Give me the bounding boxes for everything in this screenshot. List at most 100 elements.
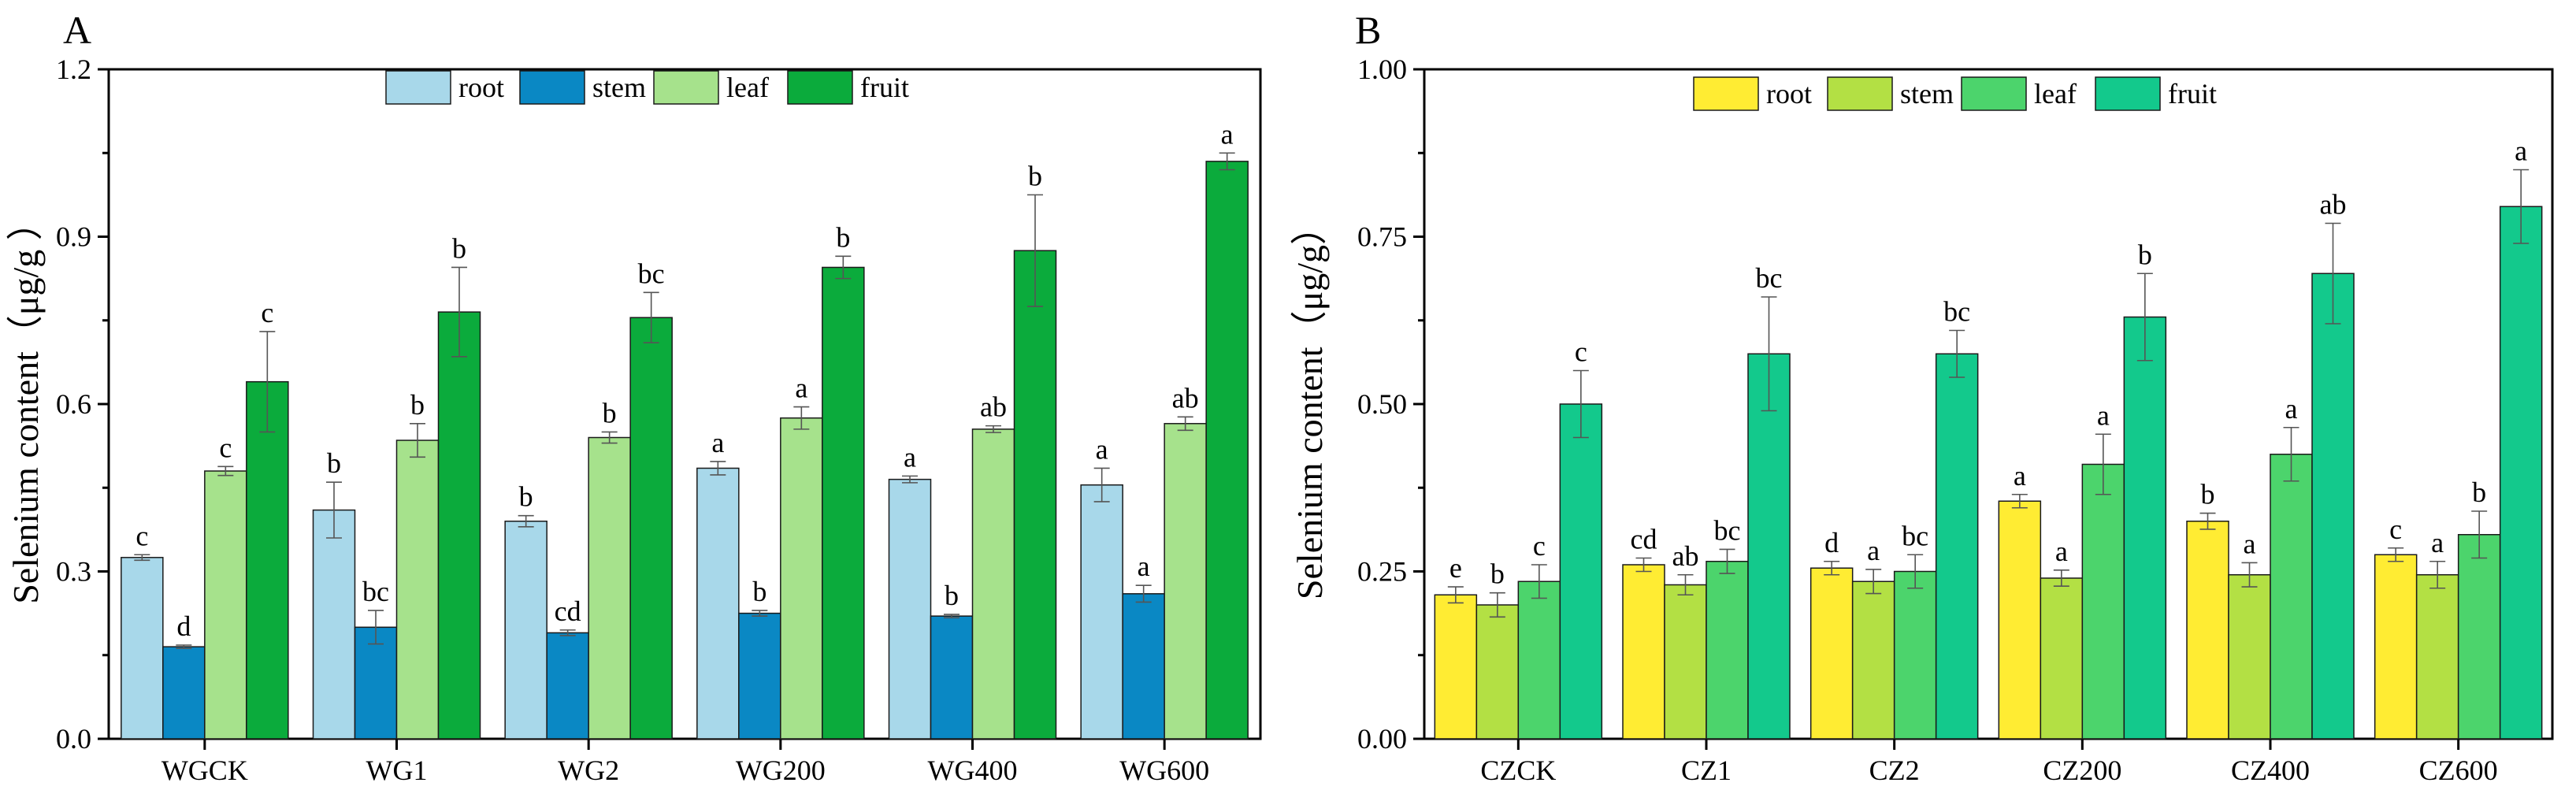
panel-a-significance-letter: a	[1096, 433, 1108, 465]
panel-a-bar-fruit	[1205, 161, 1249, 740]
panel-b-bar-fruit	[1559, 403, 1603, 740]
panel-a-significance-letter: a	[904, 441, 916, 473]
panel-b-legend-label-root: root	[1766, 78, 1812, 109]
panel-a-legend-label-root: root	[458, 72, 504, 103]
panel-b-x-tick-label: CZ400	[2231, 755, 2310, 786]
panel-b-significance-letter: a	[2097, 399, 2110, 431]
panel-b-bar-root	[1622, 564, 1665, 740]
panel-b-significance-letter: bc	[1756, 262, 1783, 294]
panel-b-bar-leaf	[1706, 561, 1749, 740]
panel-a-significance-letter: bc	[638, 258, 665, 289]
panel-b-y-tick-label: 0.50	[1357, 388, 1407, 420]
panel-b-significance-letter: c	[1533, 530, 1546, 562]
panel-a-significance-letter: ab	[980, 391, 1007, 423]
panel-b-significance-letter: a	[2014, 460, 2026, 491]
panel-a-bar-leaf	[395, 440, 440, 740]
panel-b-significance-letter: bc	[1943, 296, 1970, 328]
panel-b: B 0.00 0.25 0.50 0.75 1.00 Selenium content（μ…	[1290, 8, 2554, 786]
panel-b-significance-letter: e	[1449, 552, 1462, 584]
panel-a-legend-label-leaf: leaf	[726, 72, 769, 103]
panel-b-bar-leaf	[2270, 454, 2313, 740]
panel-b-significance-letter: b	[2138, 239, 2152, 270]
panel-a-legend-swatch-fruit	[787, 70, 853, 105]
panel-b-significance-letter: a	[2431, 527, 2444, 558]
panel-b-legend-swatch-leaf	[1961, 76, 2027, 111]
panel-b-legend-label-leaf: leaf	[2034, 78, 2077, 109]
panel-b-legend-swatch-root	[1693, 76, 1759, 111]
panel-b-significance-letter: cd	[1631, 524, 1657, 555]
panel-a-bar-stem	[930, 615, 974, 740]
panel-a-legend-label-stem: stem	[592, 72, 646, 103]
panel-a-bar-root	[888, 478, 932, 740]
panel-a-significance-letter: b	[452, 232, 466, 264]
panel-a-significance-letter: b	[945, 580, 959, 611]
panel-a-bar-stem	[738, 612, 781, 740]
panel-a-y-axis-title: Selenium content（μg/g ）	[6, 204, 46, 604]
panel-a-bar-root	[312, 509, 356, 740]
panel-b-legend-swatch-stem	[1827, 76, 1893, 111]
panel-b-significance-letter: a	[2285, 393, 2298, 425]
panel-a-significance-letter: b	[603, 397, 617, 428]
panel-b-bar-fruit	[2123, 316, 2167, 740]
panel-a-x-tick-label: WG400	[928, 755, 1018, 786]
panel-a-significance-letter: a	[711, 427, 724, 458]
panel-b-y-tick-label: 0.75	[1357, 221, 1407, 253]
panel-b-significance-letter: ab	[2320, 189, 2347, 221]
panel-b-bar-stem	[2228, 574, 2271, 740]
panel-b-bar-leaf	[1517, 580, 1561, 740]
panel-a-bar-fruit	[822, 266, 865, 740]
panel-a: A 0.0 0.3 0.6 0.9 1.2 Selenium content（μg/g ）…	[6, 8, 1262, 786]
panel-b-bar-leaf	[2081, 463, 2125, 740]
panel-b-significance-letter: a	[2055, 536, 2068, 567]
panel-b-bar-leaf	[1893, 570, 1937, 740]
panel-a-significance-letter: b	[519, 481, 533, 513]
panel-a-bar-root	[696, 467, 740, 740]
panel-a-y-tick-label: 1.2	[56, 54, 91, 85]
panel-b-bar-root	[1810, 567, 1854, 740]
panel-b-x-tick-label: CZ1	[1681, 755, 1732, 786]
panel-b-bar-fruit	[2499, 206, 2543, 740]
panel-a-y-tick-label: 0.3	[56, 556, 91, 588]
panel-a-significance-letter: d	[176, 610, 191, 642]
panel-b-y-tick-label: 1.00	[1357, 54, 1407, 85]
panel-a-bar-fruit	[629, 317, 673, 740]
panel-a-significance-letter: c	[135, 520, 148, 551]
panel-a-bar-root	[1080, 484, 1123, 740]
panel-a-bar-stem	[546, 632, 589, 740]
panel-b-significance-letter: ab	[1672, 540, 1699, 572]
panel-a-x-tick-label: WG600	[1119, 755, 1209, 786]
panel-b-bar-fruit	[1935, 353, 1979, 740]
panel-a-significance-letter: ab	[1172, 382, 1199, 414]
panel-a-significance-letter: a	[1221, 118, 1234, 150]
panel-a-legend-swatch-stem	[519, 70, 585, 105]
panel-b-bar-stem	[2040, 577, 2084, 740]
panel-b-legend: root stem leaf fruit	[1693, 76, 2217, 111]
panel-a-x-tick-label: WGCK	[161, 755, 248, 786]
panel-b-x-tick-label: CZ600	[2419, 755, 2498, 786]
panel-b-label: B	[1355, 8, 1381, 52]
panel-a-significance-letter: c	[219, 432, 232, 463]
panel-a-y-tick-label: 0.9	[56, 221, 91, 253]
panel-a-significance-letter: b	[327, 447, 341, 479]
panel-a-significance-letter: c	[261, 297, 273, 328]
panel-b-bar-fruit	[2311, 273, 2355, 740]
panel-a-bar-fruit	[1013, 250, 1057, 740]
panel-a-legend-swatch-leaf	[653, 70, 719, 105]
panel-a-y-tick-label: 0.0	[56, 723, 91, 755]
panel-b-bar-stem	[1475, 604, 1520, 740]
panel-a-significance-letter: b	[752, 576, 766, 607]
panel-a-bar-leaf	[1164, 423, 1207, 740]
panel-a-bar-fruit	[437, 311, 481, 740]
panel-b-y-tick-label: 0.25	[1357, 556, 1407, 588]
panel-b-significance-letter: c	[2389, 514, 2402, 545]
panel-a-significance-letter: b	[1028, 160, 1042, 191]
panel-b-significance-letter: a	[2515, 135, 2527, 167]
panel-b-significance-letter: b	[1490, 558, 1505, 590]
panel-b-bar-stem	[1851, 580, 1895, 740]
panel-b-bar-leaf	[2457, 534, 2501, 740]
panel-a-legend: root stem leaf fruit	[385, 70, 909, 105]
panel-b-bar-root	[1434, 594, 1478, 740]
panel-b-bar-fruit	[1747, 353, 1791, 740]
panel-b-significance-letter: b	[2472, 477, 2486, 508]
